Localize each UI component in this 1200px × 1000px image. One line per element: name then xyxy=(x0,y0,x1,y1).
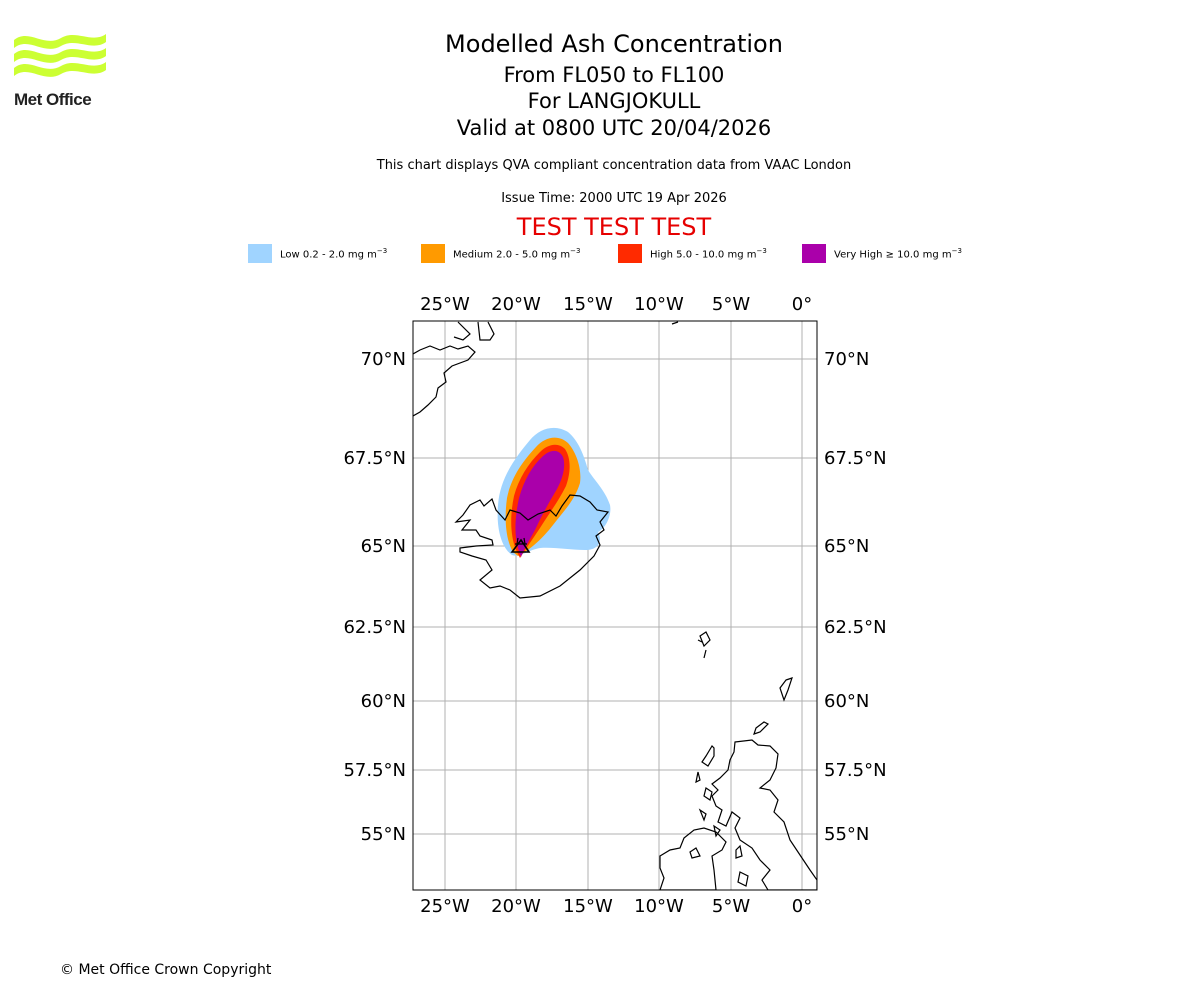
valid-time: Valid at 0800 UTC 20/04/2026 xyxy=(456,116,772,140)
ash-concentration-map: 25°W 20°W 15°W 10°W 5°W 0° 25°W 20°W 15°… xyxy=(343,294,887,917)
legend-swatch-very-high xyxy=(802,244,826,263)
lon-tick-top: 15°W xyxy=(563,294,613,315)
lon-tick-bottom: 25°W xyxy=(420,896,470,917)
coastlines xyxy=(413,321,817,890)
greenland-fjord xyxy=(453,321,471,341)
lon-tick-bottom: 15°W xyxy=(563,896,613,917)
lat-tick-right: 55°N xyxy=(824,824,869,845)
legend-label-medium: Medium 2.0 - 5.0 mg m xyxy=(453,249,571,261)
orkney-islands xyxy=(753,721,770,735)
lon-tick-top: 10°W xyxy=(634,294,684,315)
lon-tick-top: 25°W xyxy=(420,294,470,315)
greenland-coast xyxy=(413,345,476,417)
volcano-name: For LANGJOKULL xyxy=(527,89,701,113)
lat-axis-right: 70°N 67.5°N 65°N 62.5°N 60°N 57.5°N 55°N xyxy=(824,349,887,845)
lat-axis-left: 70°N 67.5°N 65°N 62.5°N 60°N 57.5°N 55°N xyxy=(343,349,406,845)
outer-hebrides xyxy=(695,745,715,784)
lon-tick-top: 0° xyxy=(792,294,812,315)
ash-plume xyxy=(497,427,611,558)
greenland-island xyxy=(477,321,495,341)
ireland-lough xyxy=(689,847,701,859)
ireland-coast xyxy=(659,827,727,890)
issue-time: Issue Time: 2000 UTC 19 Apr 2026 xyxy=(501,191,727,206)
lat-tick-right: 67.5°N xyxy=(824,448,887,469)
jan-mayen xyxy=(671,321,679,325)
ash-very-high-region xyxy=(515,450,565,557)
lon-tick-bottom: 5°W xyxy=(712,896,750,917)
test-banner: TEST TEST TEST xyxy=(516,213,712,241)
lat-tick-left: 62.5°N xyxy=(343,617,406,638)
scotland-coast xyxy=(711,739,817,890)
lon-tick-bottom: 0° xyxy=(792,896,812,917)
lat-tick-left: 55°N xyxy=(361,824,406,845)
lon-tick-top: 20°W xyxy=(491,294,541,315)
lon-tick-bottom: 10°W xyxy=(634,896,684,917)
volcano-triangle-icon xyxy=(510,537,531,553)
lat-tick-right: 70°N xyxy=(824,349,869,370)
legend-label-low: Low 0.2 - 2.0 mg m xyxy=(280,249,377,261)
legend-label-very-high: Very High ≥ 10.0 mg m xyxy=(834,249,952,261)
lon-tick-bottom: 20°W xyxy=(491,896,541,917)
lat-tick-right: 62.5°N xyxy=(824,617,887,638)
met-office-wave-icon xyxy=(14,34,106,77)
legend-label-high: High 5.0 - 10.0 mg m xyxy=(650,249,757,261)
legend-swatch-high xyxy=(618,244,642,263)
map-gridlines xyxy=(413,321,817,890)
lat-tick-right: 57.5°N xyxy=(824,760,887,781)
legend-swatch-medium xyxy=(421,244,445,263)
lon-axis-bottom: 25°W 20°W 15°W 10°W 5°W 0° xyxy=(420,896,812,917)
chart-title: Modelled Ash Concentration xyxy=(445,30,783,58)
legend-swatch-low xyxy=(248,244,272,263)
lat-tick-left: 60°N xyxy=(361,691,406,712)
lat-tick-left: 57.5°N xyxy=(343,760,406,781)
legend-unit-medium: −3 xyxy=(570,247,581,255)
wales-coast xyxy=(737,871,749,887)
copyright-notice: © Met Office Crown Copyright xyxy=(60,962,272,978)
inner-hebrides xyxy=(698,787,721,838)
iceland-coast xyxy=(454,494,610,599)
map-frame xyxy=(412,320,818,891)
met-office-logo-text: Met Office xyxy=(14,90,92,109)
chart-description: This chart displays QVA compliant concen… xyxy=(376,158,852,173)
lon-tick-top: 5°W xyxy=(712,294,750,315)
faroe-islands xyxy=(697,631,711,659)
legend-unit-low: −3 xyxy=(376,247,388,255)
lat-tick-left: 70°N xyxy=(361,349,406,370)
lat-tick-right: 65°N xyxy=(824,536,869,557)
lat-tick-left: 67.5°N xyxy=(343,448,406,469)
lat-tick-left: 65°N xyxy=(361,536,406,557)
flight-level-range: From FL050 to FL100 xyxy=(503,63,725,87)
lon-axis-top: 25°W 20°W 15°W 10°W 5°W 0° xyxy=(420,294,812,315)
shetland-islands xyxy=(779,677,793,702)
legend-unit-high: −3 xyxy=(756,247,767,255)
legend-unit-very-high: −3 xyxy=(951,247,962,255)
lat-tick-right: 60°N xyxy=(824,691,869,712)
met-office-logo: Met Office xyxy=(14,30,108,112)
isle-of-man xyxy=(735,844,743,859)
